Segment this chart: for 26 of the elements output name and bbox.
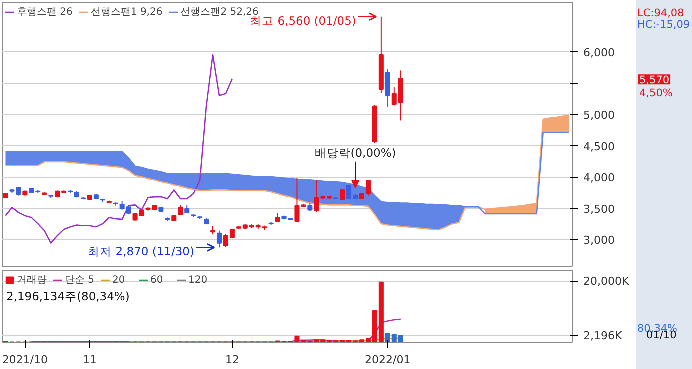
x-tick-label: 11 [82, 354, 97, 366]
text: 5,570 [640, 74, 670, 87]
text: 4,50% [640, 87, 673, 100]
legend-label: 60 [150, 274, 164, 286]
y-tick-label: 6,000 [584, 46, 615, 60]
legend-label: 120 [188, 274, 209, 286]
y-tick-label: 4,000 [584, 172, 615, 185]
annotation: 최저 2,870 (11/30) [88, 244, 194, 259]
y-tick-label: 2,196K [584, 329, 623, 342]
x-tick-label: 12 [225, 354, 240, 366]
x-tick-label: 2021/10 [2, 354, 48, 366]
legend-label: 단순 5 [65, 274, 95, 287]
y-tick-label: 20,000K [584, 275, 630, 288]
y-tick-label: 3,500 [584, 202, 615, 216]
annotation: 배당락(0,00%) [314, 146, 396, 160]
x-tick-label: 2022/01 [365, 354, 411, 366]
legend-label: 거래량 [17, 274, 47, 287]
y-tick-label: 4,500 [584, 140, 615, 154]
y-tick-label: 5,000 [584, 108, 615, 122]
text: HC:-15,09 [638, 19, 690, 32]
y-tick-label: 3,000 [584, 234, 615, 248]
annotation: 2,196,134주(80,34%) [6, 290, 130, 304]
legend-label: 선행스팬1 9,26 [90, 6, 163, 19]
legend-label: 20 [112, 274, 126, 286]
legend-label: 후행스팬 26 [17, 6, 73, 19]
text: LC:94,08 [638, 7, 684, 20]
